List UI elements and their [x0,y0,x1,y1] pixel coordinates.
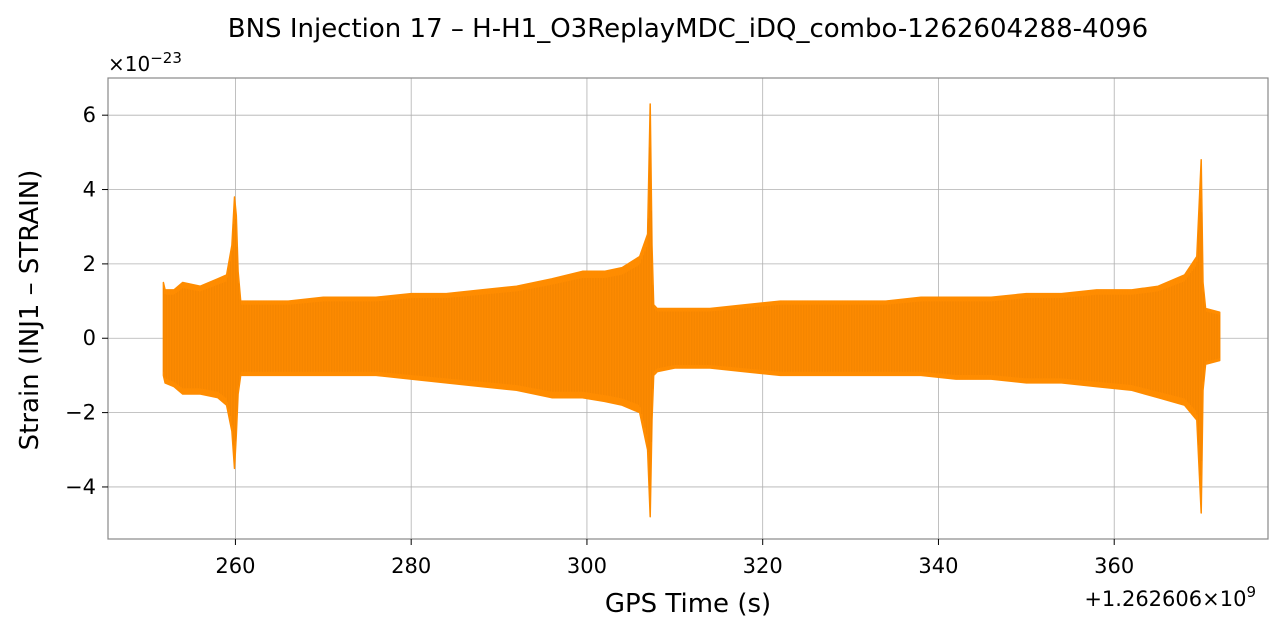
y-tick-label: −4 [65,475,96,499]
y-scale-label: ×10−23 [108,49,182,76]
x-tick-label: 340 [918,554,958,578]
y-tick-label: 6 [83,103,96,127]
x-tick-label: 280 [391,554,431,578]
strain-envelope [162,103,1221,518]
y-axis-label: Strain (INJ1 – STRAIN) [15,170,45,451]
series-layer [162,103,1221,518]
x-tick-label: 320 [743,554,783,578]
y-tick-label: 2 [83,252,96,276]
y-scale-exponent: −23 [150,49,182,67]
strain-trace [163,147,1220,489]
x-axis: 260 280 300 320 340 360 [215,539,1134,578]
y-tick-label: 0 [83,326,96,350]
x-tick-label: 300 [567,554,607,578]
x-tick-label: 360 [1094,554,1134,578]
x-axis-label: GPS Time (s) [605,589,771,619]
x-offset-exponent: 9 [1246,583,1256,601]
plot-frame [107,77,1269,540]
chart-title: BNS Injection 17 – H-H1_O3ReplayMDC_iDQ_… [228,14,1148,44]
x-tick-label: 260 [215,554,255,578]
x-offset-label: +1.262606×109 [1084,583,1256,611]
y-axis: −4 −2 0 2 4 6 [65,103,108,499]
y-tick-label: 4 [83,178,96,202]
y-tick-label: −2 [65,401,96,425]
